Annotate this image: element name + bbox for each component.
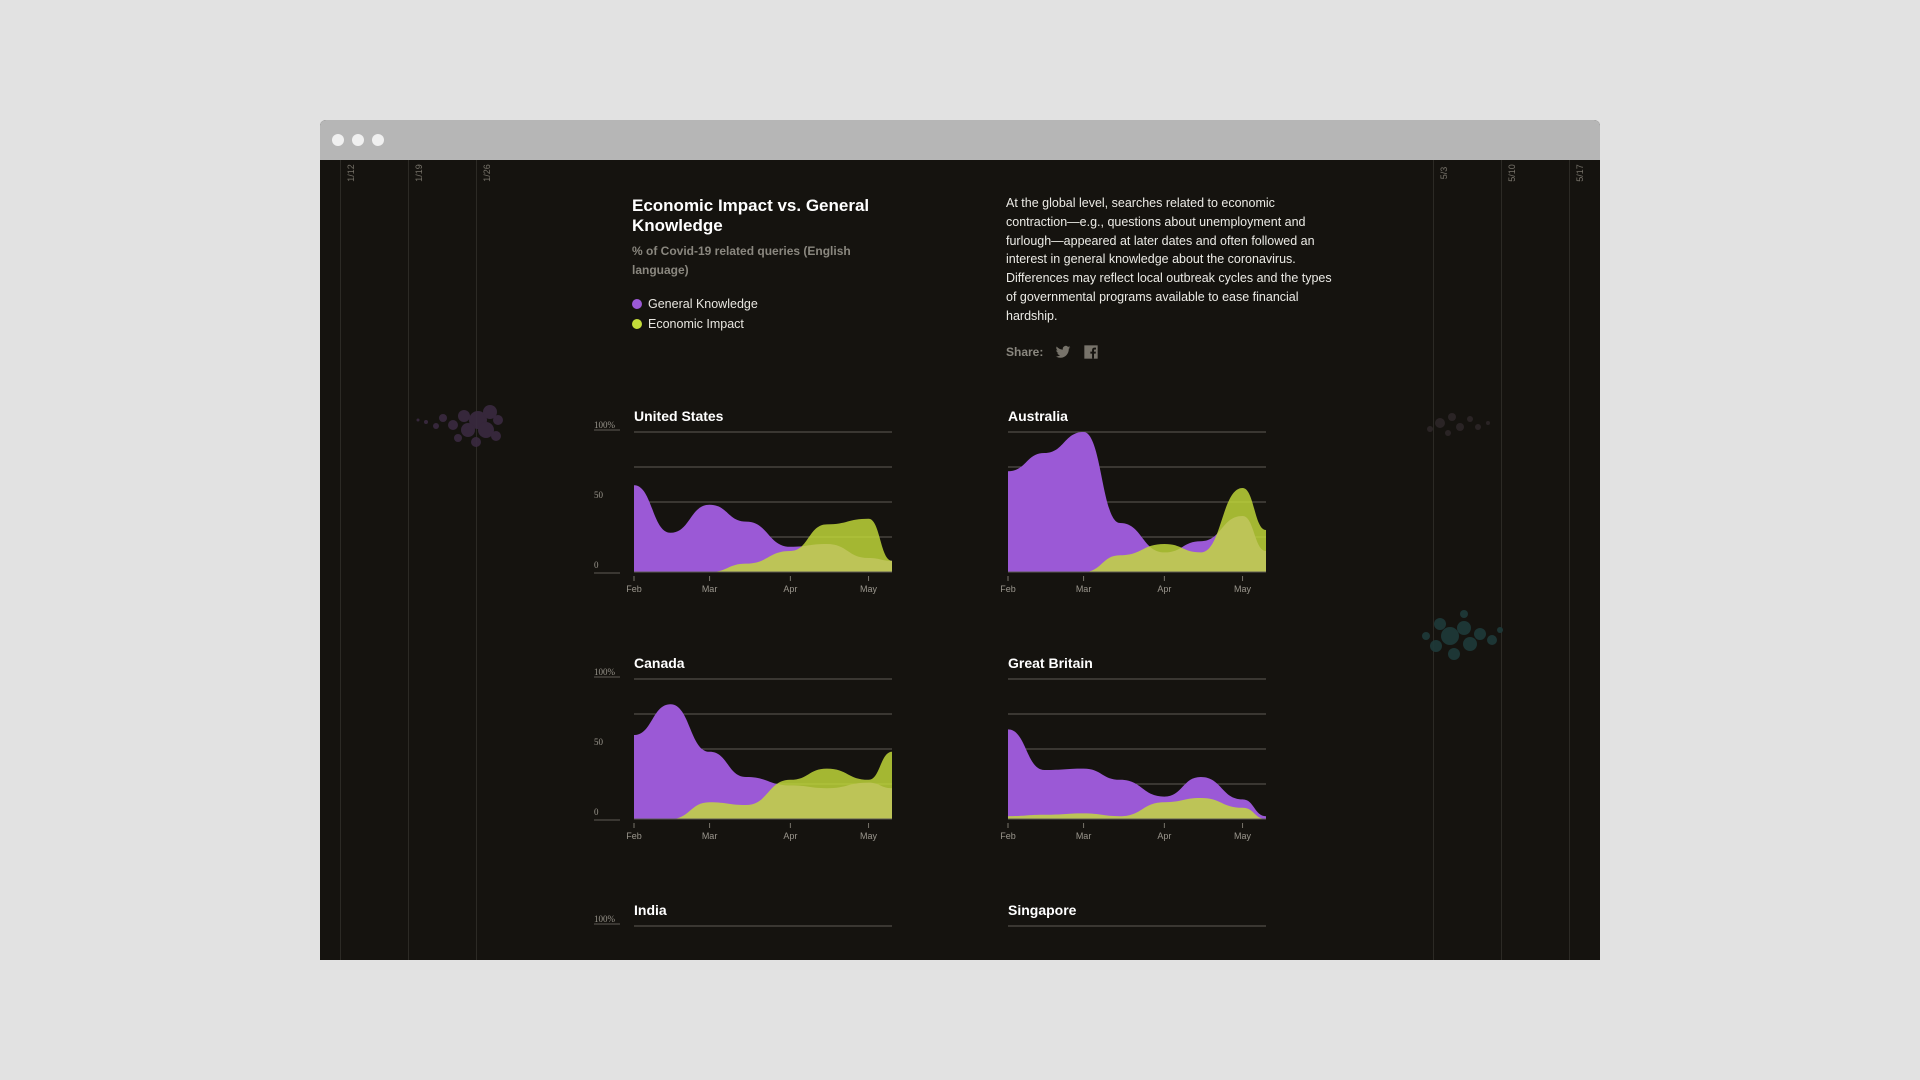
series-area-economic-impact — [634, 751, 892, 819]
bubble-cluster-right-2 — [1422, 610, 1503, 660]
chart-title: Australia — [1008, 408, 1068, 424]
timeline-line — [1501, 160, 1502, 960]
chart-title: Great Britain — [1008, 655, 1093, 671]
browser-window: 1/12 1/19 1/26 5/3 5/10 5/17 — [320, 120, 1600, 960]
x-tick-label: Apr — [783, 831, 797, 841]
share-label: Share: — [1006, 345, 1044, 359]
timeline-line — [1569, 160, 1570, 960]
legend-dot-icon — [632, 319, 642, 329]
y-tick-label: 100% — [594, 667, 616, 677]
x-tick-label: Mar — [1076, 584, 1092, 594]
date-label: 1/12 — [346, 164, 356, 182]
x-tick-label: May — [1234, 584, 1252, 594]
page-title: Economic Impact vs. General Knowledge — [632, 196, 870, 235]
legend-item-general-knowledge: General Knowledge — [632, 294, 758, 314]
date-label: 5/10 — [1507, 164, 1517, 182]
chart-singapore: Singapore — [1008, 902, 1308, 960]
x-tick-label: Feb — [626, 584, 642, 594]
timeline-line — [1433, 160, 1434, 960]
timeline-line — [476, 160, 477, 960]
x-tick-label: Apr — [1157, 831, 1171, 841]
chart-united-states: United States 100% 50 0 Feb Mar Apr May — [594, 408, 894, 608]
date-label: 1/19 — [414, 164, 424, 182]
timeline-line — [408, 160, 409, 960]
date-label: 1/26 — [482, 164, 492, 182]
chart-plot: 100% 50 0 Feb Mar Apr May — [594, 420, 892, 594]
y-tick-label: 0 — [594, 807, 599, 817]
share-bar: Share: — [1006, 344, 1099, 360]
x-tick-label: May — [860, 831, 878, 841]
y-tick-label: 100% — [594, 914, 616, 924]
x-tick-label: Apr — [783, 584, 797, 594]
x-tick-label: Apr — [1157, 584, 1171, 594]
chart-australia: Australia Feb Mar Apr May — [1000, 408, 1308, 608]
legend-dot-icon — [632, 299, 642, 309]
chart-plot: 100% — [594, 914, 892, 927]
chart-india: India 100% — [594, 902, 894, 960]
description-text: At the global level, searches related to… — [1006, 196, 1332, 323]
y-tick-label: 50 — [594, 737, 604, 747]
date-label: 5/17 — [1575, 164, 1585, 182]
x-tick-label: Feb — [1000, 831, 1016, 841]
chart-great-britain: Great Britain Feb Mar Apr May — [1000, 655, 1308, 855]
chart-title: United States — [634, 408, 724, 424]
legend-label: Economic Impact — [648, 317, 744, 331]
legend-label: General Knowledge — [648, 297, 758, 311]
y-tick-label: 50 — [594, 490, 604, 500]
bubble-cluster-right — [1427, 413, 1490, 436]
series-area-economic-impact — [1008, 798, 1266, 819]
legend: General Knowledge Economic Impact — [632, 294, 758, 334]
x-tick-label: Feb — [1000, 584, 1016, 594]
y-tick-label: 100% — [594, 420, 616, 430]
x-tick-label: May — [860, 584, 878, 594]
window-minimize-dot[interactable] — [352, 134, 364, 146]
x-tick-label: Mar — [1076, 831, 1092, 841]
window-maximize-dot[interactable] — [372, 134, 384, 146]
bubble-cluster-left — [416, 405, 503, 447]
series-area-economic-impact — [1008, 488, 1266, 572]
twitter-icon[interactable] — [1055, 344, 1071, 360]
series-area-general-knowledge — [1008, 729, 1266, 819]
x-tick-label: Mar — [702, 831, 718, 841]
date-label: 5/3 — [1439, 166, 1449, 180]
series-area-general-knowledge — [1008, 432, 1266, 572]
chart-plot — [1008, 925, 1266, 927]
y-tick-label: 0 — [594, 560, 599, 570]
chart-plot: Feb Mar Apr May — [1000, 678, 1266, 841]
chart-plot: Feb Mar Apr May — [1000, 431, 1266, 594]
chart-plot: 100% 50 0 Feb Mar Apr May — [594, 667, 892, 841]
page-subtitle: % of Covid-19 related queries (English l… — [632, 244, 851, 277]
chart-canada: Canada 100% 50 0 Feb Mar Apr May — [594, 655, 894, 855]
browser-titlebar — [320, 120, 1600, 160]
facebook-icon[interactable] — [1083, 344, 1099, 360]
chart-title: Canada — [634, 655, 685, 671]
chart-title: Singapore — [1008, 902, 1077, 918]
chart-title: India — [634, 902, 667, 918]
series-area-economic-impact — [634, 518, 892, 572]
legend-item-economic-impact: Economic Impact — [632, 314, 758, 334]
page-content: 1/12 1/19 1/26 5/3 5/10 5/17 — [320, 160, 1600, 960]
x-tick-label: May — [1234, 831, 1252, 841]
x-tick-label: Feb — [626, 831, 642, 841]
window-close-dot[interactable] — [332, 134, 344, 146]
timeline-line — [340, 160, 341, 960]
x-tick-label: Mar — [702, 584, 718, 594]
